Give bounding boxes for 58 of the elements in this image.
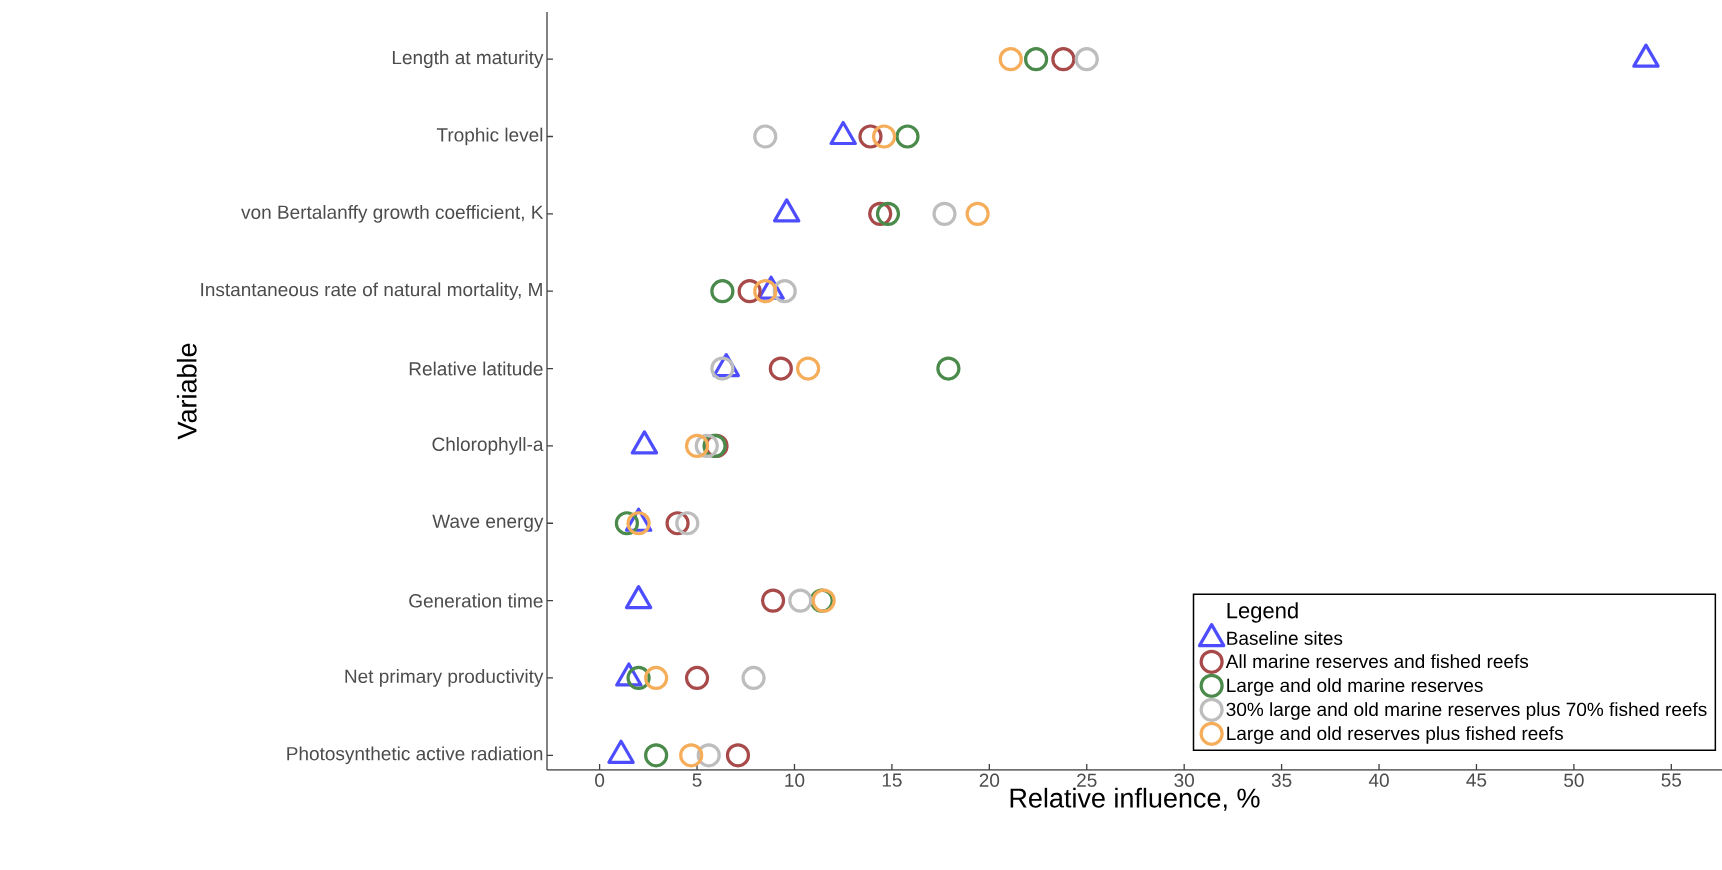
point xyxy=(710,279,735,304)
point xyxy=(965,201,990,226)
legend-label: Large and old reserves plus fished reefs xyxy=(1227,726,1563,744)
y-tick-label: Net primary productivity xyxy=(345,669,544,687)
point xyxy=(875,201,901,226)
point xyxy=(760,588,786,613)
point xyxy=(753,124,778,149)
point xyxy=(998,47,1023,72)
x-tick-label: 0 xyxy=(595,773,605,787)
y-tick-label: Length at maturity xyxy=(392,50,544,69)
point xyxy=(644,665,669,691)
point xyxy=(1051,47,1076,72)
y-axis-title: Variable xyxy=(176,343,197,440)
legend-label: All marine reserves and fished reefs xyxy=(1225,654,1529,669)
x-tick-label: 50 xyxy=(1564,773,1584,787)
x-tick-label: 15 xyxy=(882,773,902,787)
legend-title: Legend xyxy=(1227,602,1298,623)
legend-label: 30% large and old marine reserves plus 70% fished reefs xyxy=(1226,702,1707,720)
y-tick-label: Generation time xyxy=(409,593,543,608)
point xyxy=(868,201,893,226)
legend-label: Large and old marine reserves xyxy=(1227,678,1483,696)
point xyxy=(725,743,751,768)
legend-label: Baseline sites xyxy=(1227,631,1343,645)
y-tick-label: Photosynthetic active radiation xyxy=(287,746,543,765)
point xyxy=(872,124,897,149)
point xyxy=(895,124,920,149)
y-tick-label: von Bertalanffy growth coefficient, K xyxy=(241,205,544,223)
y-tick-label: Wave energy xyxy=(432,514,544,532)
x-tick-label: 5 xyxy=(692,773,702,787)
point xyxy=(936,356,961,381)
point xyxy=(768,356,793,381)
x-tick-label: 35 xyxy=(1271,773,1292,787)
x-tick-label: 20 xyxy=(979,773,1000,787)
point xyxy=(684,665,710,691)
point xyxy=(1074,47,1099,72)
point xyxy=(1023,47,1049,72)
y-tick-label: Trophic level xyxy=(436,127,543,146)
x-tick-label: 55 xyxy=(1661,773,1682,787)
y-tick-label: Relative latitude xyxy=(409,361,543,376)
point xyxy=(644,743,669,768)
point xyxy=(796,356,821,381)
point xyxy=(684,433,710,458)
point xyxy=(737,279,762,304)
y-tick-label: Chlorophyll-a xyxy=(432,437,544,455)
x-tick-label: 45 xyxy=(1466,773,1487,787)
x-tick-label: 30 xyxy=(1174,773,1194,787)
point xyxy=(788,588,813,613)
y-tick-label: Instantaneous rate of natural mortality, M xyxy=(201,282,542,301)
point xyxy=(675,511,700,536)
point xyxy=(741,665,766,691)
x-axis-title: Relative influence, % xyxy=(1010,787,1260,811)
point xyxy=(710,356,735,381)
point xyxy=(679,743,704,768)
x-tick-label: 40 xyxy=(1368,773,1389,787)
point xyxy=(753,279,778,304)
x-tick-label: 25 xyxy=(1077,773,1097,787)
x-tick-label: 10 xyxy=(785,773,805,787)
point xyxy=(932,201,957,226)
